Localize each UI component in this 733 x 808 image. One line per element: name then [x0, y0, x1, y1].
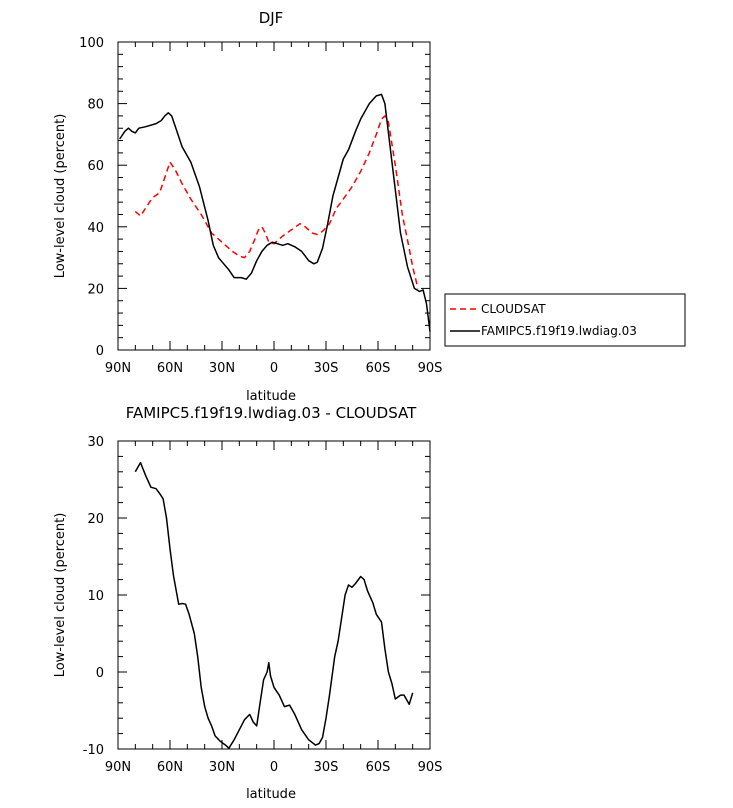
x-tick-label: 0: [270, 760, 278, 775]
y-tick-label: 20: [87, 282, 104, 297]
chart-djf: DJF 90N 60N 30N 0 30S 60S 90S 0 20 40 60 80 100 lat…: [53, 9, 442, 404]
x-tick-label: 90S: [418, 361, 443, 376]
x-tick-label: 30S: [314, 760, 339, 775]
tick-marks: [117, 41, 431, 351]
y-axis-label: Low-level cloud (percent): [53, 114, 68, 279]
y-tick-label: 10: [87, 589, 104, 604]
x-tick-label: 90N: [105, 760, 131, 775]
series-line-famipc5-f19f19-lwdiag-03: [119, 93, 431, 332]
legend: CLOUDSAT FAMIPC5.f19f19.lwdiag.03: [444, 293, 686, 347]
legend-label-famipc5: FAMIPC5.f19f19.lwdiag.03: [481, 324, 637, 338]
series-lines: [134, 461, 414, 749]
x-tick-label: 30S: [314, 361, 339, 376]
x-tick-label: 60N: [157, 760, 183, 775]
legend-label-cloudsat: CLOUDSAT: [481, 302, 546, 316]
x-tick-label: 90S: [418, 760, 443, 775]
y-tick-label: 0: [96, 666, 104, 681]
y-tick-label: 80: [87, 98, 104, 113]
x-tick-label: 60S: [366, 760, 391, 775]
chart-difference: FAMIPC5.f19f19.lwdiag.03 - CLOUDSAT 90N 6…: [53, 404, 442, 802]
x-axis-label: latitude: [246, 787, 296, 802]
y-tick-labels: 0 20 40 60 80 100: [79, 36, 104, 359]
chart-title: FAMIPC5.f19f19.lwdiag.03 - CLOUDSAT: [126, 404, 417, 422]
y-tick-label: 100: [79, 36, 104, 51]
tick-marks: [117, 440, 431, 750]
x-tick-label: 60N: [157, 361, 183, 376]
y-tick-label: 60: [87, 159, 104, 174]
y-tick-label: 0: [96, 344, 104, 359]
x-tick-label: 30N: [209, 760, 235, 775]
x-tick-labels: 90N 60N 30N 0 30S 60S 90S: [105, 361, 443, 376]
chart-title: DJF: [259, 9, 284, 27]
x-tick-labels: 90N 60N 30N 0 30S 60S 90S: [105, 760, 443, 775]
y-tick-label: 40: [87, 221, 104, 236]
plot-frame: [117, 440, 431, 750]
x-tick-label: 60S: [366, 361, 391, 376]
y-tick-labels: -10 0 10 20 30: [83, 435, 104, 758]
x-tick-label: 90N: [105, 361, 131, 376]
plot-frame: [117, 41, 431, 351]
x-tick-label: 30N: [209, 361, 235, 376]
difference-line: [134, 461, 414, 749]
x-tick-label: 0: [270, 361, 278, 376]
y-tick-label: -10: [83, 743, 104, 758]
legend-box: [444, 293, 686, 347]
series-lines: [119, 93, 431, 332]
y-tick-label: 30: [87, 435, 104, 450]
y-tick-label: 20: [87, 512, 104, 527]
series-line-cloudsat: [134, 115, 419, 289]
y-axis-label: Low-level cloud (percent): [53, 513, 68, 678]
x-axis-label: latitude: [246, 389, 296, 404]
